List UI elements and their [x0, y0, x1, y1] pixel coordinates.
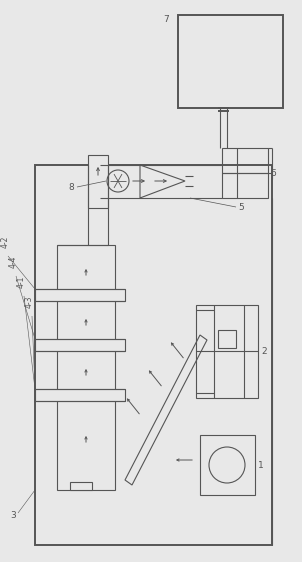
Bar: [70, 482, 92, 490]
Bar: [88, 155, 108, 208]
Bar: [222, 148, 268, 198]
Text: 7: 7: [163, 16, 169, 25]
Bar: [35, 289, 125, 301]
Bar: [218, 330, 236, 348]
Text: 6: 6: [270, 169, 276, 178]
Text: 2: 2: [261, 347, 267, 356]
Bar: [178, 15, 283, 108]
Bar: [35, 389, 125, 401]
Bar: [196, 305, 258, 398]
Bar: [200, 435, 255, 495]
Text: 4-3: 4-3: [24, 296, 34, 308]
Bar: [35, 339, 125, 351]
Text: 1: 1: [258, 460, 264, 469]
Text: 4-2: 4-2: [1, 235, 9, 248]
Text: 3: 3: [10, 510, 16, 519]
Bar: [57, 245, 115, 490]
Text: 4-4: 4-4: [8, 256, 18, 268]
Text: 4-1: 4-1: [17, 275, 25, 288]
Text: 5: 5: [238, 203, 244, 212]
Text: 8: 8: [68, 184, 74, 193]
Bar: [35, 165, 272, 545]
